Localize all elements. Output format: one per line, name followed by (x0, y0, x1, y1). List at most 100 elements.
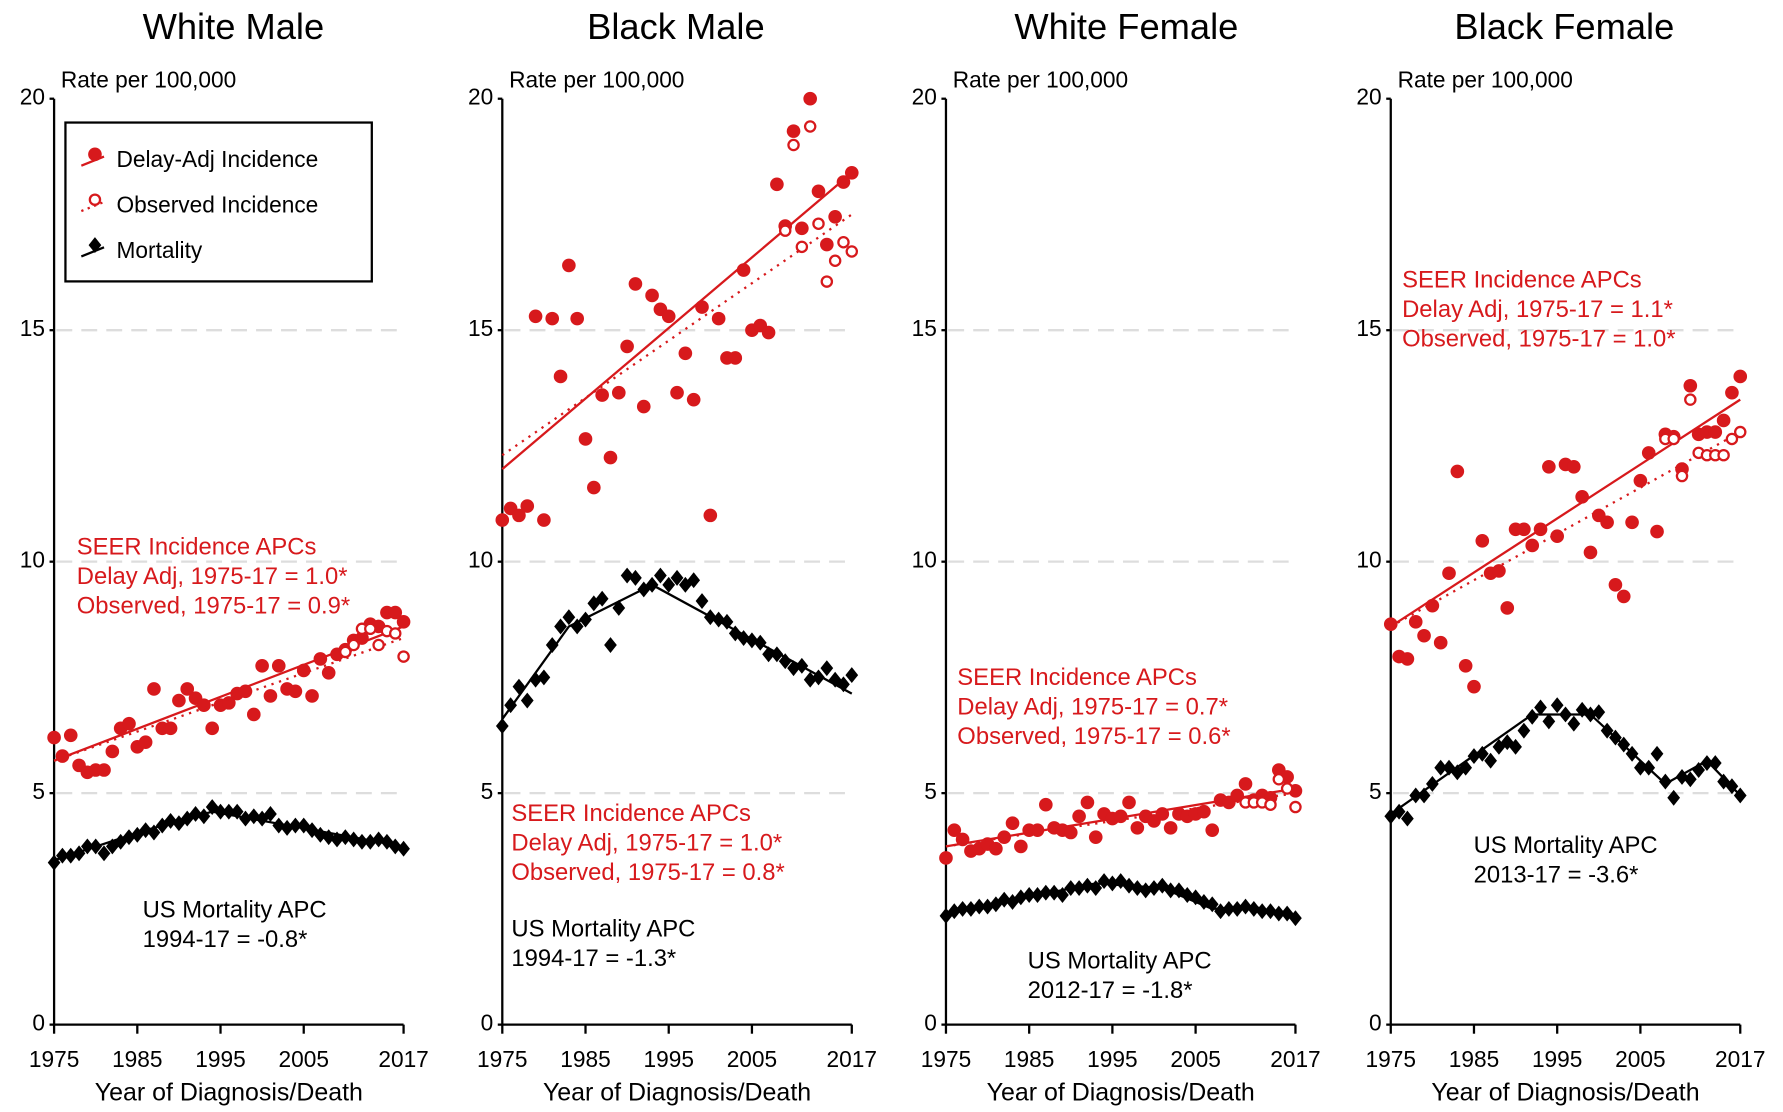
incidence-point (686, 392, 701, 407)
incidence-point (222, 696, 236, 710)
incidence-point (255, 659, 269, 673)
mortality-point (820, 660, 834, 677)
mortality-point (289, 817, 302, 834)
mortality-point (512, 678, 526, 695)
mortality-point (504, 697, 517, 714)
incidence-point (246, 707, 261, 722)
mortality-point (1509, 738, 1522, 755)
mortality-point (629, 569, 642, 586)
y-tick-label: 5 (1369, 778, 1382, 804)
incidence-point (1408, 615, 1423, 629)
incidence-point (695, 300, 709, 314)
incidence-point (1163, 821, 1178, 835)
incidence-point (636, 399, 651, 414)
x-tick-label: 1985 (1449, 1046, 1499, 1072)
observed-point (372, 638, 385, 652)
mortality-point (529, 671, 542, 688)
annotation: SEER Incidence APCs (511, 800, 751, 827)
mortality-point (1517, 722, 1531, 739)
mortality-point (1064, 880, 1078, 896)
incidence-point (989, 841, 1003, 856)
y-tick-label: 15 (1356, 315, 1381, 341)
incidence-point (63, 728, 78, 743)
incidence-point (670, 385, 684, 400)
mortality-point (1634, 759, 1647, 776)
incidence-point (1550, 529, 1564, 544)
incidence-point (263, 689, 278, 703)
mortality-point (537, 669, 551, 686)
y-tick-label: 0 (924, 1010, 937, 1036)
annotation: US Mortality APC (1474, 832, 1658, 859)
incidence-point (1030, 823, 1045, 837)
incidence-point (1533, 522, 1548, 537)
x-tick-label: 1975 (1366, 1046, 1416, 1072)
incidence-point (1072, 809, 1086, 824)
incidence-point (495, 513, 510, 527)
incidence-point (97, 763, 111, 777)
mortality-point (1550, 697, 1564, 714)
incidence-point (955, 832, 970, 847)
observed-point (1280, 782, 1294, 795)
mortality-point (1255, 903, 1269, 920)
annotation: Observed, 1975-17 = 0.9* (77, 592, 350, 619)
incidence-point (1608, 578, 1623, 592)
incidence-point (1650, 524, 1664, 539)
annotation: SEER Incidence APCs (957, 664, 1197, 691)
mortality-point (1542, 713, 1556, 730)
mortality-point (1659, 773, 1672, 790)
annotation: Delay Adj, 1975-17 = 1.0* (77, 563, 348, 590)
mortality-point (595, 590, 609, 607)
incidence-point (205, 721, 220, 736)
y-tick-label: 0 (481, 1010, 494, 1036)
annotation: US Mortality APC (1028, 948, 1212, 975)
legend-line (80, 246, 105, 258)
incidence-point (1238, 777, 1253, 791)
y-tick-label: 20 (1356, 84, 1381, 110)
y-tick-label: 15 (468, 315, 493, 341)
mortality-point (687, 572, 701, 589)
x-tick-label: 2017 (1270, 1046, 1320, 1072)
mortality-point (363, 833, 377, 850)
x-tick-label: 2017 (1715, 1046, 1765, 1072)
legend-marker (88, 147, 102, 162)
y-tick-label: 15 (20, 315, 45, 341)
incidence-point (321, 665, 336, 680)
annotation: Observed, 1975-17 = 0.8* (511, 859, 784, 886)
mortality-point (545, 637, 559, 653)
incidence-point (611, 385, 626, 400)
legend-box (64, 121, 373, 283)
mortality-point (778, 653, 792, 670)
mortality-point (753, 634, 767, 651)
mortality-point (1022, 887, 1036, 903)
observed-point (1289, 800, 1302, 814)
mortality-point (1264, 903, 1277, 920)
mortality-point (1609, 729, 1622, 746)
mortality-point (947, 903, 961, 920)
observed-point (1272, 773, 1286, 786)
mortality-point (1106, 875, 1119, 892)
observed-point (347, 638, 360, 652)
annotation: US Mortality APC (511, 916, 695, 943)
mortality-point (828, 671, 842, 688)
incidence-point (820, 237, 834, 252)
mortality-point (1164, 882, 1177, 899)
mortality-point (330, 831, 344, 848)
mortality-point (1650, 745, 1664, 762)
mortality-point (1155, 877, 1169, 894)
panel: Black Female Rate per 100,000 Year of Diag… (1356, 6, 1765, 1106)
observed-point (1684, 393, 1697, 406)
mortality-point (1426, 775, 1439, 792)
mortality-point (745, 632, 759, 649)
mortality-point (1089, 880, 1103, 896)
mortality-point (64, 847, 78, 864)
observed-point (778, 224, 792, 237)
y-tick-label: 10 (1356, 547, 1381, 573)
x-axis-label: Year of Diagnosis/Death (1431, 1078, 1699, 1106)
legend-label: Delay-Adj Incidence (117, 146, 319, 172)
incidence-point (396, 615, 411, 629)
incidence-point (947, 823, 962, 837)
incidence-point (1400, 652, 1415, 666)
y-tick-label: 0 (32, 1010, 45, 1036)
mortality-point (1031, 887, 1044, 903)
incidence-point (545, 311, 560, 326)
